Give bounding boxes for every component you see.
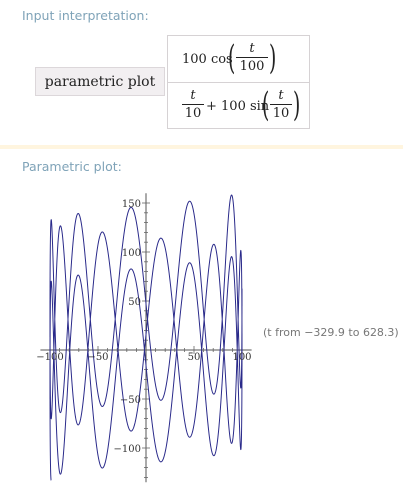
left-paren: (	[227, 38, 236, 78]
y-fraction-denominator: 10	[272, 106, 290, 121]
pod-divider	[0, 145, 403, 149]
y-tick-label: 100	[122, 248, 141, 259]
y-lead-denominator: 10	[184, 106, 202, 121]
right-paren: )	[268, 38, 277, 78]
expression-table: 100 cos ( t 100 ) t 10 + 100 sin ( t 10 …	[167, 35, 310, 129]
x-fraction-numerator: t	[249, 41, 255, 56]
input-interpretation-title: Input interpretation:	[22, 8, 149, 23]
y-rest: + 100 sin	[206, 99, 270, 114]
x-tick-label: −50	[87, 352, 108, 363]
t-range-note: (t from −329.9 to 628.3)	[263, 326, 399, 339]
x-expression-row: 100 cos ( t 100 )	[168, 36, 309, 83]
y-tick-label: 50	[128, 297, 141, 308]
parametric-plot-title: Parametric plot:	[22, 159, 122, 174]
y-expression-row: t 10 + 100 sin ( t 10 )	[168, 83, 309, 129]
y-lead-fraction: t 10	[182, 88, 204, 121]
y-fraction-numerator: t	[278, 88, 284, 103]
x-coefficient: 100 cos	[182, 52, 233, 67]
y-fraction: t 10	[270, 88, 292, 121]
interpretation-label: parametric plot	[35, 67, 165, 96]
y-lead-numerator: t	[190, 88, 196, 103]
x-tick-label: 100	[232, 352, 251, 363]
parametric-plot-chart: −100 −50 50 100 −100 −50 50 100 150	[36, 193, 252, 483]
parametric-curve	[49, 194, 243, 481]
x-tick-label: −100	[36, 352, 63, 363]
y-tick-label: −50	[120, 395, 141, 406]
x-tick-label: 50	[188, 352, 201, 363]
x-fraction-denominator: 100	[239, 59, 265, 74]
y-tick-label: −100	[114, 444, 141, 455]
x-fraction: t 100	[236, 41, 268, 74]
right-paren: )	[292, 85, 301, 125]
y-tick-label: 150	[122, 199, 141, 210]
left-paren: (	[261, 85, 270, 125]
